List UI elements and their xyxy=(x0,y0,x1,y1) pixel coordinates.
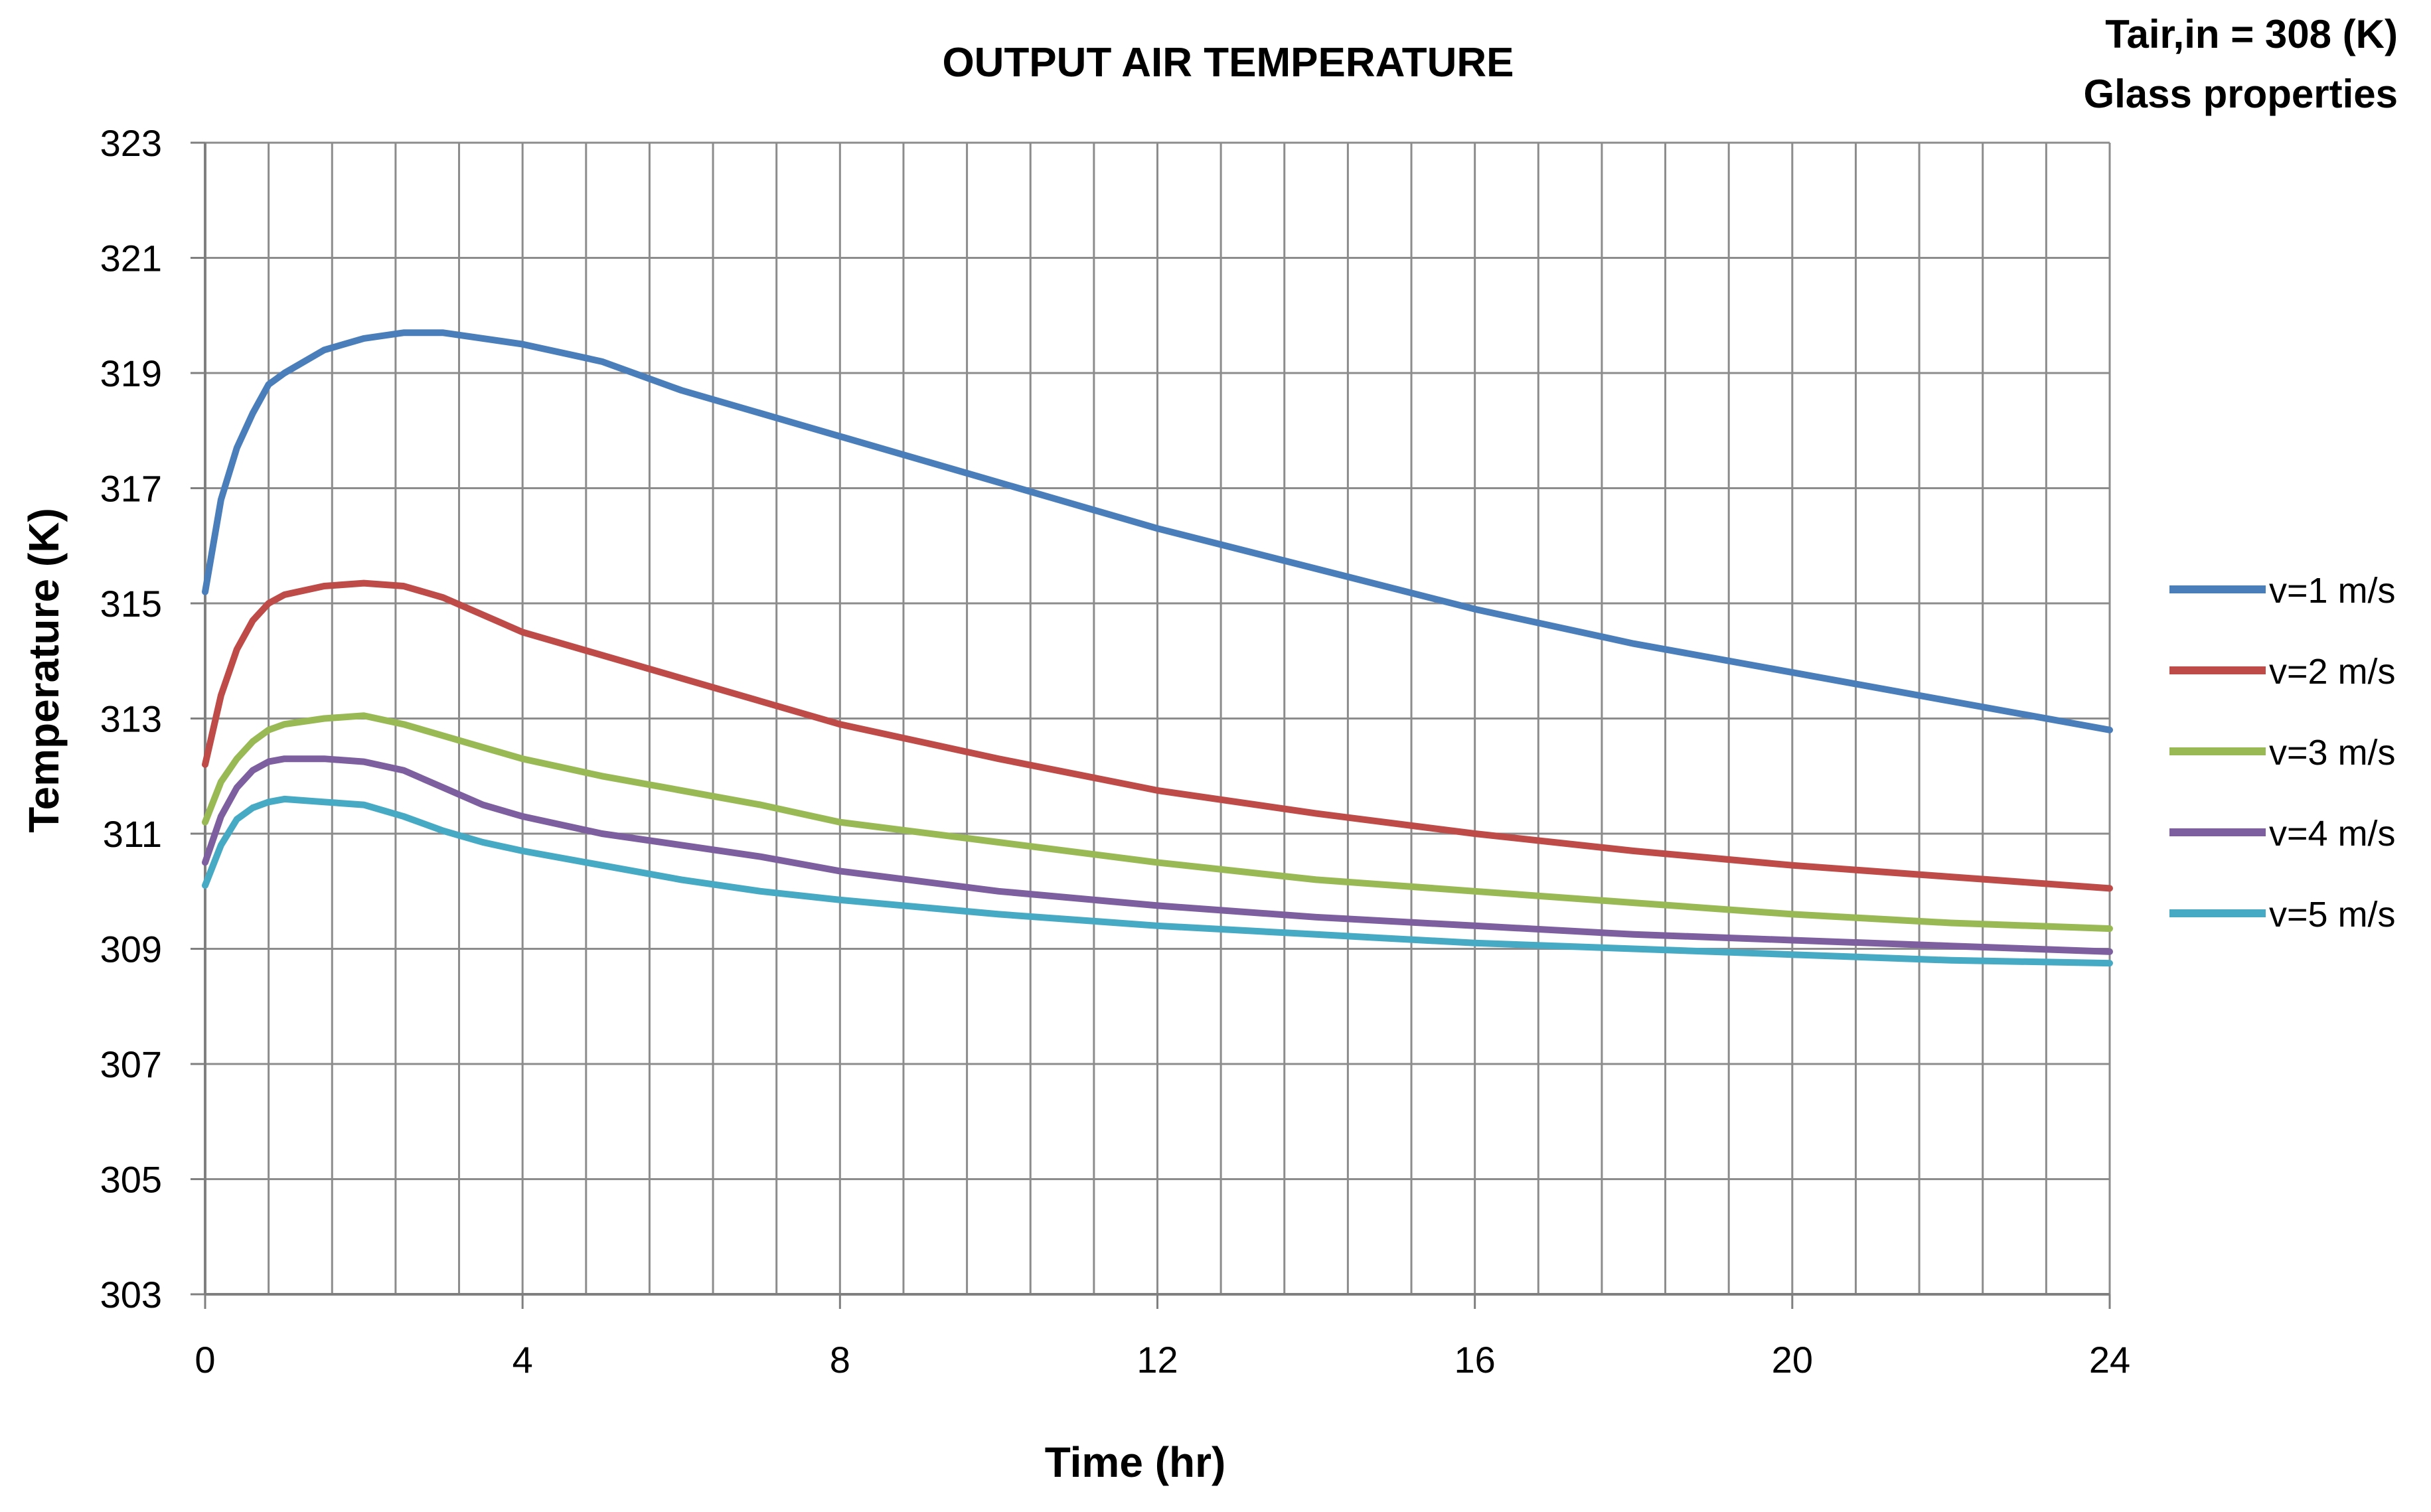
series-line-3 xyxy=(202,712,2113,933)
series-line-2 xyxy=(202,579,2113,892)
legend-label-2: v=2 m/s xyxy=(2269,652,2396,692)
series-line-1 xyxy=(202,329,2113,733)
legend: v=1 m/s v=2 m/s v=3 m/s v=4 m/s v=5 m/s xyxy=(2169,571,2396,935)
x-tick-label: 8 xyxy=(830,1339,850,1381)
legend-label-4: v=4 m/s xyxy=(2269,814,2396,854)
y-tick-label: 317 xyxy=(100,468,162,510)
x-tick-label: 12 xyxy=(1137,1339,1178,1381)
legend-label-3: v=3 m/s xyxy=(2269,733,2396,773)
y-tick-label: 313 xyxy=(100,698,162,740)
x-tick-label: 24 xyxy=(2089,1339,2130,1381)
chart-title: OUTPUT AIR TEMPERATURE xyxy=(942,40,1514,86)
y-axis-label: Temperature (K) xyxy=(20,508,68,833)
annotation-tair: Tair,in = 308 (K) xyxy=(2105,12,2398,56)
y-tick-label: 321 xyxy=(100,238,162,279)
y-tick-label: 319 xyxy=(100,352,162,394)
y-tick-label: 311 xyxy=(103,813,162,855)
x-tick-label: 16 xyxy=(1454,1339,1496,1381)
series-layer xyxy=(202,329,2113,967)
x-tick-label: 20 xyxy=(1772,1339,1813,1381)
axes xyxy=(191,141,2111,1309)
legend-label-5: v=5 m/s xyxy=(2269,895,2396,935)
y-tick-label: 305 xyxy=(100,1159,162,1201)
y-tick-label: 307 xyxy=(100,1043,162,1085)
y-tick-labels: 303 305 307 309 311 313 315 317 319 321 323 xyxy=(100,122,162,1316)
annotation-glass: Glass properties xyxy=(2083,72,2398,116)
x-axis-label: Time (hr) xyxy=(1045,1438,1226,1486)
y-tick-label: 303 xyxy=(100,1274,162,1316)
x-tick-label: 4 xyxy=(512,1339,533,1381)
y-tick-label: 315 xyxy=(100,583,162,625)
y-tick-label: 323 xyxy=(100,122,162,164)
x-tick-labels: 0 4 8 12 16 20 24 xyxy=(195,1339,2130,1381)
y-tick-label: 309 xyxy=(100,929,162,970)
series-line-4 xyxy=(202,755,2113,955)
legend-label-1: v=1 m/s xyxy=(2269,571,2396,611)
series-line-5 xyxy=(202,795,2113,967)
x-tick-label: 0 xyxy=(195,1339,215,1381)
